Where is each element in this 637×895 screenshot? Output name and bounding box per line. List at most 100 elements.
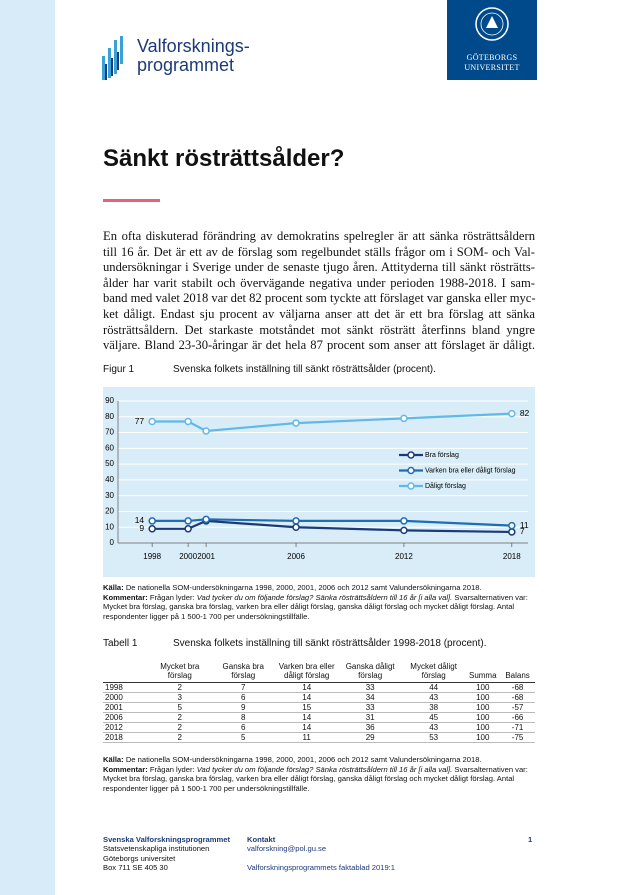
logo-icon bbox=[102, 36, 123, 80]
table-cell: 36 bbox=[365, 723, 375, 732]
figure-notes: Källa: De nationella SOM-undersökningarn… bbox=[103, 583, 535, 621]
table-cell: 2001 bbox=[105, 703, 123, 712]
table-cell: 100 bbox=[476, 713, 490, 722]
table-cell: 100 bbox=[476, 733, 490, 742]
note-text: De nationella SOM-undersökningarna 1998,… bbox=[125, 583, 482, 592]
legend-label: Dåligt förslag bbox=[425, 482, 466, 490]
point bbox=[202, 427, 210, 435]
data-label: 82 bbox=[520, 408, 530, 418]
table-cell: 2 bbox=[177, 713, 182, 722]
legend-label: Bra förslag bbox=[425, 452, 459, 459]
table-cell: 6 bbox=[241, 693, 246, 702]
x-tick-label: 1998 bbox=[143, 552, 161, 561]
university-name: GÖTEBORGS UNIVERSITET bbox=[447, 53, 537, 73]
table-head: Mycket bra förslag Ganska bra förslag Vark… bbox=[103, 662, 535, 683]
comment-note: Kommentar: Frågan lyder: Vad tycker du o… bbox=[103, 765, 535, 794]
header-cell: Mycket bra förslag bbox=[160, 662, 200, 680]
table-cell: 2 bbox=[177, 723, 182, 732]
table-cell: 14 bbox=[302, 723, 312, 732]
university-logo: GÖTEBORGS UNIVERSITET bbox=[447, 0, 537, 80]
note-text: Frågan lyder: bbox=[149, 764, 195, 774]
note-text: Svarsalternativen var: Mycket bra försla… bbox=[103, 592, 528, 621]
university-seal bbox=[475, 7, 509, 41]
table-cell: -68 bbox=[511, 683, 524, 692]
y-tick-label: 30 bbox=[105, 491, 114, 500]
point bbox=[508, 521, 516, 530]
legend-marker bbox=[407, 466, 415, 475]
table: Mycket bra förslag Ganska bra förslag Vark… bbox=[103, 662, 535, 743]
table-cell: 2 bbox=[177, 683, 182, 692]
body-text: En ofta diskuterad förändring av demokra… bbox=[103, 229, 536, 354]
body-line: ålder har varit stabilt och övervägande … bbox=[103, 275, 535, 290]
table-cell: 14 bbox=[302, 683, 312, 692]
title-rule bbox=[103, 199, 160, 202]
table-cell: 44 bbox=[429, 683, 439, 692]
y-tick-label: 70 bbox=[105, 428, 114, 437]
legend-marker bbox=[407, 451, 415, 459]
x-tick-label: 2018 bbox=[503, 552, 521, 561]
table-cell: 2000 bbox=[105, 693, 123, 702]
footer-address: Svenska Valforskningsprogrammet Statsvet… bbox=[103, 835, 230, 873]
header-cell: Balans bbox=[505, 671, 530, 680]
page-number: 1 bbox=[528, 835, 533, 844]
table-cell: 2 bbox=[177, 733, 182, 742]
y-tick-label: 60 bbox=[105, 443, 114, 452]
table-cell: 33 bbox=[365, 703, 375, 712]
table-cell: 11 bbox=[302, 733, 311, 742]
series-line bbox=[152, 519, 512, 534]
note-label: Källa: bbox=[103, 583, 124, 592]
x-tick-label: 2012 bbox=[395, 552, 413, 561]
point bbox=[292, 523, 300, 531]
table-cell: 14 bbox=[302, 713, 312, 722]
table-cell: -57 bbox=[511, 703, 524, 712]
y-tick-label: 40 bbox=[105, 475, 114, 484]
y-tick-label: 50 bbox=[105, 459, 114, 468]
logo-text: Valforsknings- programmet bbox=[137, 37, 250, 75]
point bbox=[148, 525, 156, 533]
table-cell: 34 bbox=[365, 693, 375, 702]
data-label: 7 bbox=[520, 526, 525, 536]
footer-email[interactable]: valforskning@pol.gu.se bbox=[247, 844, 327, 854]
header-cell: Varken bra eller dåligt förslag bbox=[278, 662, 335, 680]
table-cell: -71 bbox=[511, 723, 524, 732]
table-row: 2006 2 8 14 31 45 100 -66 bbox=[103, 713, 535, 723]
series-line bbox=[152, 518, 512, 527]
body-line: rösträttsåldern. Det starkaste motstånde… bbox=[103, 322, 535, 337]
point bbox=[184, 417, 192, 426]
note-label: Källa: bbox=[103, 755, 124, 764]
table-cell: 33 bbox=[365, 683, 375, 692]
table-cell: 43 bbox=[429, 723, 439, 732]
table-cell: -75 bbox=[511, 733, 524, 742]
side-strip bbox=[0, 0, 55, 895]
body-line: En ofta diskuterad förändring av demokra… bbox=[103, 229, 535, 243]
x-tick-label: 2001 bbox=[197, 552, 215, 561]
table-cell: 5 bbox=[177, 703, 182, 712]
table-cell: 100 bbox=[476, 683, 490, 692]
table-cell: 3 bbox=[177, 693, 182, 702]
table-cell: 53 bbox=[429, 733, 439, 742]
note-question: Vad tycker du om följande förslag? Sänka… bbox=[196, 764, 453, 774]
header-cell: Ganska dåligt förslag bbox=[345, 662, 395, 680]
point bbox=[400, 517, 408, 525]
table-cell: 29 bbox=[365, 733, 375, 742]
footer-contact: Kontakt valforskning@pol.gu.se Valforskn… bbox=[247, 835, 395, 873]
table-cell: 43 bbox=[429, 693, 439, 702]
table-body: 1998 2 7 14 33 44 100 -68 2000 3 6 14 34 43 100 -68 2001… bbox=[103, 683, 535, 743]
footer-org: Svenska Valforskningsprogrammet bbox=[103, 835, 231, 844]
footer-line: Box 711 SE 405 30 bbox=[103, 863, 168, 873]
header-cell: Ganska bra förslag bbox=[222, 662, 264, 680]
table-row: 1998 2 7 14 33 44 100 -68 bbox=[103, 683, 535, 693]
table-cell: 100 bbox=[476, 723, 490, 732]
y-tick-label: 20 bbox=[105, 507, 114, 516]
point bbox=[508, 528, 516, 536]
point bbox=[202, 515, 210, 524]
table-cell: 5 bbox=[241, 733, 246, 742]
university-line: GÖTEBORGS bbox=[466, 53, 518, 62]
data-label: 77 bbox=[135, 416, 145, 426]
header-row: Mycket bra förslag Ganska bra förslag Vark… bbox=[103, 662, 535, 683]
table-cell: 7 bbox=[241, 683, 246, 692]
point bbox=[184, 517, 192, 525]
note-text: Frågan lyder: bbox=[149, 592, 195, 602]
university-line: UNIVERSITET bbox=[464, 63, 520, 72]
